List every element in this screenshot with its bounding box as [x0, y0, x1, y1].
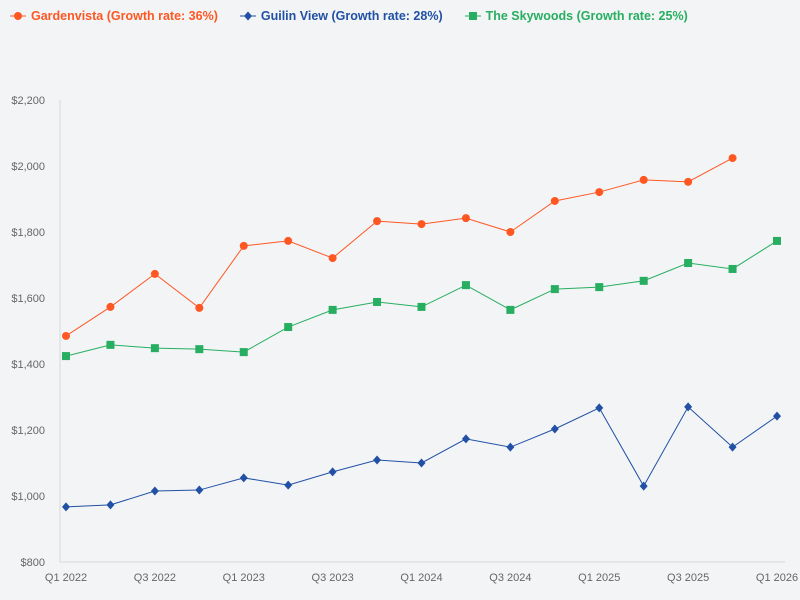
- legend-marker-icon: [239, 11, 256, 21]
- data-point: [506, 305, 515, 314]
- y-tick-label: $2,200: [11, 95, 45, 107]
- data-point: [684, 259, 693, 268]
- y-tick-label: $1,400: [11, 359, 45, 371]
- data-point: [728, 154, 737, 163]
- data-point: [150, 269, 159, 278]
- data-point: [550, 196, 559, 205]
- legend: Gardenvista (Growth rate: 36%) Guilin Vie…: [10, 9, 688, 23]
- y-tick-label: $1,200: [11, 425, 45, 437]
- legend-item[interactable]: Gardenvista (Growth rate: 36%): [10, 9, 218, 23]
- data-point: [328, 254, 337, 263]
- data-point: [773, 236, 781, 245]
- legend-label: The Skywoods (Growth rate: 25%): [485, 9, 688, 23]
- data-point: [728, 264, 737, 273]
- data-point: [639, 276, 648, 285]
- x-tick-label: Q1 2023: [223, 572, 265, 584]
- data-point: [106, 500, 115, 510]
- data-point: [62, 352, 70, 361]
- data-point: [550, 285, 559, 294]
- series-line-2: [65, 240, 778, 357]
- data-point: [62, 331, 70, 340]
- data-point: [461, 281, 470, 290]
- x-tick-label: Q1 2026: [756, 572, 798, 584]
- data-point: [150, 344, 159, 353]
- y-tick-label: $800: [21, 557, 45, 569]
- y-tick-label: $1,600: [11, 293, 45, 305]
- data-point: [239, 241, 248, 250]
- data-point: [106, 340, 115, 349]
- y-tick-label: $1,000: [11, 491, 45, 503]
- data-point: [106, 302, 115, 311]
- data-point: [461, 434, 470, 444]
- data-point: [328, 467, 337, 477]
- data-point: [417, 458, 426, 468]
- x-tick-label: Q3 2025: [667, 572, 709, 584]
- data-point: [684, 402, 693, 412]
- data-point: [284, 236, 293, 245]
- data-point: [373, 455, 382, 465]
- series-line-0: [65, 157, 733, 337]
- legend-label: Guilin View (Growth rate: 28%): [260, 9, 443, 23]
- data-point: [239, 348, 248, 357]
- data-point: [62, 502, 70, 512]
- legend-marker-icon: [464, 12, 481, 20]
- data-point: [684, 177, 693, 186]
- data-point: [417, 302, 426, 311]
- legend-label: Gardenvista (Growth rate: 36%): [31, 9, 218, 23]
- data-point: [639, 481, 648, 491]
- data-point: [373, 297, 382, 306]
- data-point: [373, 217, 382, 226]
- data-point: [461, 214, 470, 223]
- y-tick-label: $1,800: [11, 227, 45, 239]
- data-point: [506, 442, 515, 452]
- x-tick-label: Q3 2023: [312, 572, 354, 584]
- data-point: [595, 283, 604, 292]
- legend-item[interactable]: The Skywoods (Growth rate: 25%): [464, 9, 688, 23]
- legend-item[interactable]: Guilin View (Growth rate: 28%): [239, 9, 443, 23]
- x-tick-label: Q1 2022: [45, 572, 87, 584]
- data-point: [284, 323, 293, 332]
- x-tick-label: Q1 2025: [578, 572, 620, 584]
- x-tick-label: Q3 2022: [134, 572, 176, 584]
- data-point: [417, 220, 426, 229]
- x-tick-label: Q1 2024: [400, 572, 442, 584]
- data-point: [328, 305, 337, 314]
- data-point: [195, 303, 204, 312]
- data-point: [595, 403, 604, 413]
- data-point: [728, 442, 737, 452]
- data-point: [150, 486, 159, 496]
- data-point: [195, 345, 204, 354]
- data-point: [595, 188, 604, 197]
- legend-marker-icon: [10, 12, 26, 20]
- data-point: [284, 480, 293, 490]
- data-point: [550, 424, 559, 434]
- data-point: [195, 485, 204, 495]
- data-point: [239, 473, 248, 483]
- data-point: [773, 411, 781, 421]
- data-point: [639, 175, 648, 184]
- series-line-1: [65, 406, 778, 508]
- x-tick-label: Q3 2024: [489, 572, 531, 584]
- data-point: [506, 228, 515, 236]
- y-tick-label: $2,000: [11, 161, 45, 173]
